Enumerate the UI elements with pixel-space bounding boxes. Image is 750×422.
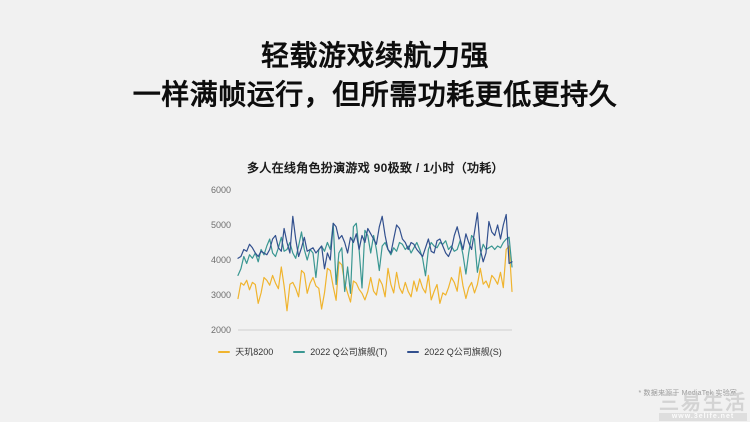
- legend-label: 天玑8200: [235, 347, 274, 357]
- chart-legend: 天玑8200 2022 Q公司旗舰(T) 2022 Q公司旗舰(S): [195, 345, 525, 358]
- series-line: [237, 245, 513, 312]
- chart-title: 多人在线角色扮演游戏 90极致 / 1小时（功耗）: [247, 161, 504, 175]
- slide-title: 轻载游戏续航力强 一样满帧运行，但所需功耗更低更持久: [0, 36, 750, 114]
- power-line-chart: 2000 3000 4000 5000 6000: [211, 185, 513, 335]
- slide-title-line1: 轻载游戏续航力强: [260, 40, 489, 71]
- legend-swatch-blue: [407, 350, 420, 353]
- y-axis-tick-label: 3000: [211, 290, 231, 300]
- legend-item-dimensity-8200: 天玑8200: [218, 345, 273, 358]
- slide-title-line2: 一样满帧运行，但所需功耗更低更持久: [132, 79, 618, 110]
- legend-swatch-yellow: [218, 350, 231, 353]
- watermark-url-text: www.3elife.net: [659, 413, 747, 421]
- site-watermark: 三易生活 www.3elife.net: [659, 392, 747, 421]
- y-axis-tick-label: 2000: [211, 325, 231, 335]
- watermark-logo-text: 三易生活: [659, 392, 747, 414]
- y-axis-tick-label: 6000: [211, 185, 231, 195]
- legend-swatch-teal: [293, 350, 306, 353]
- legend-item-2022-q-flagship-t: 2022 Q公司旗舰(T): [293, 345, 387, 358]
- y-axis-tick-label: 4000: [211, 255, 231, 265]
- y-axis-tick-label: 5000: [211, 220, 231, 230]
- legend-label: 2022 Q公司旗舰(S): [424, 347, 502, 357]
- data-source-footnote: * 数据来源于 MediaTek 实验室: [638, 390, 737, 397]
- legend-label: 2022 Q公司旗舰(T): [310, 347, 388, 357]
- series-line: [237, 212, 513, 270]
- legend-item-2022-q-flagship-s: 2022 Q公司旗舰(S): [407, 345, 502, 358]
